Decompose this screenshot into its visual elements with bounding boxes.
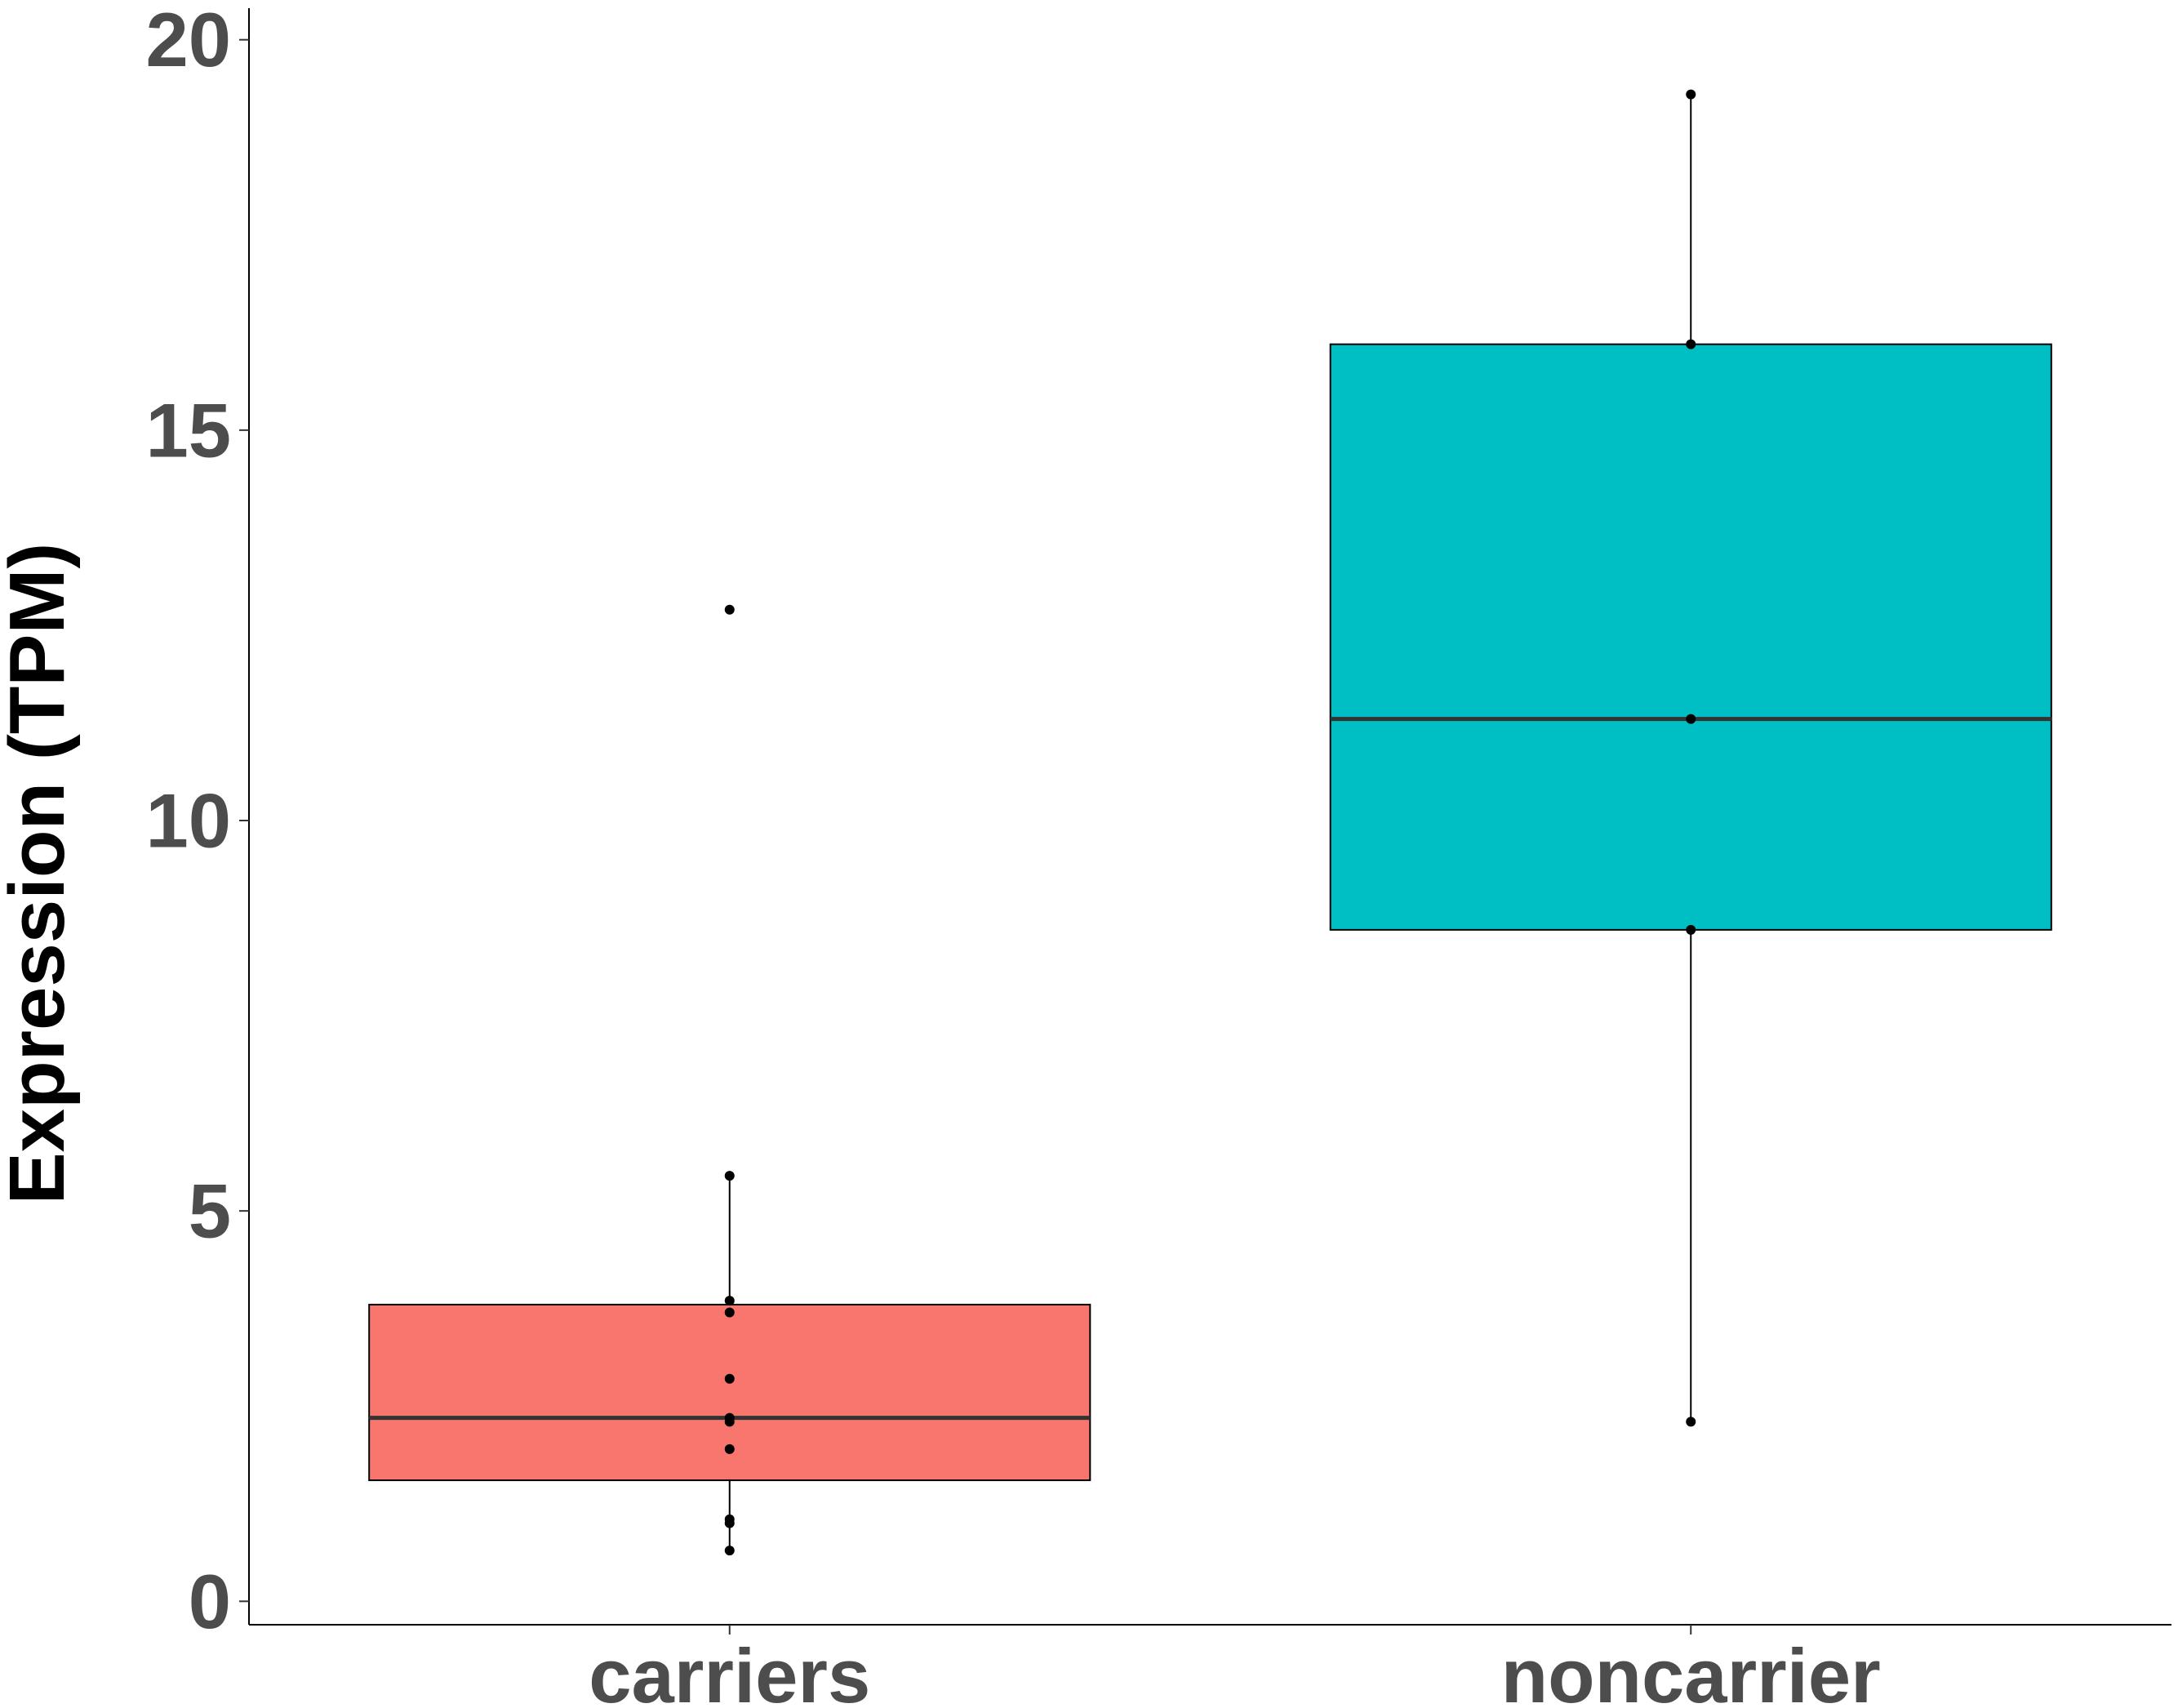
data-point — [1686, 924, 1696, 935]
box-group-noncarrier — [1329, 89, 2052, 1427]
y-tick-label: 20 — [145, 0, 231, 82]
data-point — [724, 1296, 735, 1306]
data-point — [1686, 339, 1696, 349]
data-point — [724, 1518, 735, 1528]
y-tick-label: 5 — [189, 1168, 231, 1254]
box — [1329, 343, 2052, 931]
data-point — [1686, 714, 1696, 724]
plot-marks — [368, 89, 2052, 1556]
x-tick-label: carriers — [589, 1633, 870, 1708]
box-group-carriers — [368, 604, 1091, 1556]
data-point — [724, 1307, 735, 1318]
y-tick-label: 0 — [189, 1559, 231, 1644]
y-tick-label: 15 — [145, 387, 231, 473]
x-axis-ticks: carriers noncarrier — [589, 1625, 1881, 1708]
data-point — [1686, 1417, 1696, 1427]
x-tick-label: noncarrier — [1501, 1633, 1881, 1708]
data-point — [724, 1171, 735, 1181]
data-point — [724, 1417, 735, 1427]
y-tick-label: 10 — [145, 778, 231, 864]
data-point — [724, 1373, 735, 1384]
data-point — [724, 604, 735, 615]
data-point — [1686, 89, 1696, 100]
data-point — [724, 1546, 735, 1556]
data-point — [724, 1443, 735, 1454]
y-axis-ticks: 0 5 10 15 20 — [145, 0, 249, 1644]
y-axis-title: Expression (TPM) — [0, 543, 81, 1205]
